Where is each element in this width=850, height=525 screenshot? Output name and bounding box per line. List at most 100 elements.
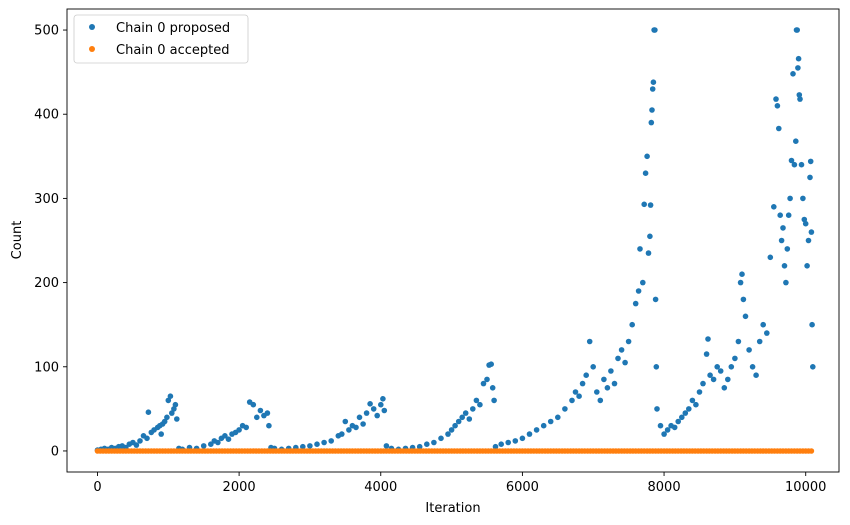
proposed-point — [675, 418, 681, 425]
proposed-point — [661, 431, 667, 437]
proposed-point — [781, 263, 788, 269]
legend-label-accepted: Chain 0 accepted — [116, 43, 230, 58]
proposed-point — [452, 422, 458, 429]
proposed-point — [438, 435, 444, 442]
proposed-point — [200, 443, 207, 449]
proposed-point — [649, 107, 655, 113]
proposed-point — [807, 158, 814, 165]
proposed-point — [145, 409, 152, 416]
proposed-point — [647, 233, 653, 240]
accepted-points — [94, 448, 815, 454]
proposed-point — [645, 250, 652, 256]
proposed-point — [363, 410, 370, 416]
proposed-point — [802, 220, 809, 227]
x-tick-label: 0 — [93, 480, 101, 495]
proposed-point — [615, 355, 621, 362]
proposed-point — [512, 438, 519, 444]
proposed-point — [383, 443, 390, 449]
legend-marker-proposed — [89, 24, 95, 30]
proposed-point — [625, 338, 632, 345]
proposed-point — [576, 393, 582, 400]
proposed-point — [650, 79, 657, 85]
proposed-point — [601, 376, 607, 383]
proposed-point — [657, 422, 664, 429]
proposed-point — [740, 296, 747, 303]
x-tick-label: 4000 — [364, 480, 397, 495]
proposed-point — [462, 410, 469, 416]
proposed-point — [717, 368, 724, 374]
y-tick-label: 0 — [51, 444, 59, 459]
proposed-point — [725, 376, 731, 383]
proposed-point — [696, 389, 703, 395]
y-tick-label: 100 — [34, 360, 59, 375]
proposed-point — [737, 279, 744, 286]
proposed-point — [728, 364, 735, 370]
proposed-point — [629, 321, 635, 328]
proposed-point — [807, 174, 813, 181]
proposed-point — [300, 443, 306, 450]
x-axis-ticks: 0 2000 4000 6000 8000 10000 — [93, 472, 826, 495]
proposed-point — [776, 125, 782, 132]
accepted-point — [808, 448, 815, 454]
proposed-point — [381, 407, 388, 414]
proposed-point — [777, 212, 783, 218]
proposed-point — [647, 202, 654, 208]
proposed-point — [671, 424, 678, 431]
proposed-point — [791, 161, 798, 168]
legend-label-proposed: Chain 0 proposed — [116, 21, 230, 36]
proposed-point — [466, 416, 473, 422]
proposed-point — [788, 157, 795, 164]
proposed-point — [540, 422, 547, 429]
proposed-point — [133, 442, 140, 448]
proposed-point — [356, 414, 363, 421]
proposed-point — [808, 229, 815, 235]
proposed-point — [637, 246, 643, 252]
proposed-point — [654, 406, 660, 412]
proposed-point — [703, 351, 710, 357]
legend-marker-accepted — [89, 46, 95, 52]
proposed-point — [328, 438, 335, 444]
y-tick-label: 500 — [34, 24, 59, 39]
proposed-point — [794, 27, 800, 33]
proposed-point — [431, 439, 437, 446]
proposed-point — [810, 364, 816, 370]
proposed-point — [778, 237, 785, 244]
proposed-point — [590, 364, 596, 370]
proposed-point — [174, 416, 180, 422]
proposed-point — [732, 355, 738, 362]
proposed-point — [321, 439, 327, 446]
proposed-point — [171, 406, 177, 412]
proposed-point — [215, 439, 221, 446]
proposed-point — [739, 271, 745, 278]
proposed-point — [583, 372, 589, 379]
proposed-point — [374, 412, 381, 419]
proposed-point — [798, 161, 805, 168]
proposed-point — [547, 418, 554, 425]
proposed-point — [790, 71, 796, 77]
proposed-point — [689, 397, 696, 404]
proposed-point — [801, 216, 808, 223]
proposed-point — [705, 336, 711, 342]
proposed-point — [753, 372, 759, 379]
proposed-point — [618, 347, 625, 353]
proposed-point — [164, 414, 170, 421]
proposed-point — [161, 418, 168, 425]
proposed-point — [594, 389, 600, 395]
proposed-point — [710, 376, 717, 383]
proposed-point — [339, 431, 345, 437]
proposed-point — [767, 254, 774, 261]
proposed-point — [367, 401, 373, 407]
x-tick-label: 2000 — [223, 480, 256, 495]
proposed-point — [756, 338, 763, 345]
proposed-point — [780, 225, 786, 231]
proposed-point — [257, 407, 264, 414]
proposed-point — [172, 401, 179, 408]
proposed-point — [653, 364, 660, 370]
proposed-point — [360, 421, 366, 427]
proposed-point — [380, 396, 386, 402]
proposed-point — [266, 422, 272, 429]
proposed-point — [735, 338, 742, 345]
proposed-point — [700, 380, 706, 387]
proposed-point — [797, 96, 803, 102]
proposed-point — [498, 441, 505, 448]
